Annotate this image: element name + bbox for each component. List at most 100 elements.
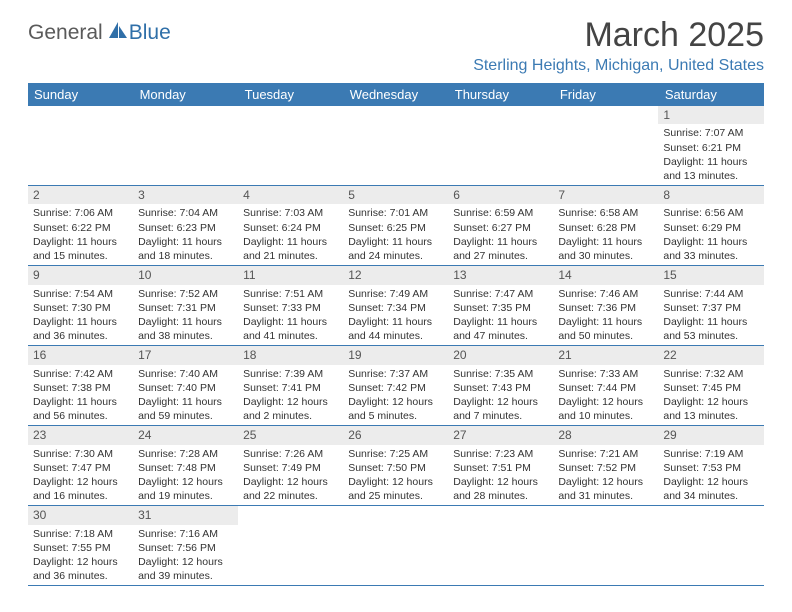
- detail-line: Daylight: 12 hours: [348, 395, 443, 409]
- detail-line: Sunrise: 7:47 AM: [453, 287, 548, 301]
- detail-line: Sunrise: 7:37 AM: [348, 367, 443, 381]
- detail-line: Daylight: 12 hours: [243, 395, 338, 409]
- calendar-cell: 25Sunrise: 7:26 AMSunset: 7:49 PMDayligh…: [238, 426, 343, 506]
- calendar-cell: 7Sunrise: 6:58 AMSunset: 6:28 PMDaylight…: [553, 186, 658, 266]
- detail-line: Daylight: 11 hours: [558, 315, 653, 329]
- detail-line: Sunset: 7:36 PM: [558, 301, 653, 315]
- detail-line: Sunrise: 7:06 AM: [33, 206, 128, 220]
- detail-line: and 50 minutes.: [558, 329, 653, 343]
- detail-line: and 28 minutes.: [453, 489, 548, 503]
- detail-line: and 5 minutes.: [348, 409, 443, 423]
- day-details: Sunrise: 7:47 AMSunset: 7:35 PMDaylight:…: [448, 285, 553, 346]
- detail-line: Sunrise: 6:56 AM: [663, 206, 758, 220]
- calendar-cell: 6Sunrise: 6:59 AMSunset: 6:27 PMDaylight…: [448, 186, 553, 266]
- calendar-cell: 22Sunrise: 7:32 AMSunset: 7:45 PMDayligh…: [658, 346, 763, 426]
- day-details: Sunrise: 7:51 AMSunset: 7:33 PMDaylight:…: [238, 285, 343, 346]
- day-details: Sunrise: 7:30 AMSunset: 7:47 PMDaylight:…: [28, 445, 133, 506]
- calendar-cell: 14Sunrise: 7:46 AMSunset: 7:36 PMDayligh…: [553, 266, 658, 346]
- detail-line: Sunset: 7:52 PM: [558, 461, 653, 475]
- day-details: Sunrise: 7:07 AMSunset: 6:21 PMDaylight:…: [658, 124, 763, 185]
- day-number: 3: [133, 186, 238, 204]
- calendar-cell: 2Sunrise: 7:06 AMSunset: 6:22 PMDaylight…: [28, 186, 133, 266]
- day-details: Sunrise: 6:56 AMSunset: 6:29 PMDaylight:…: [658, 204, 763, 265]
- calendar-cell: [133, 106, 238, 186]
- detail-line: Sunset: 7:33 PM: [243, 301, 338, 315]
- detail-line: and 34 minutes.: [663, 489, 758, 503]
- detail-line: Sunrise: 7:51 AM: [243, 287, 338, 301]
- location-text: Sterling Heights, Michigan, United State…: [473, 57, 764, 75]
- detail-line: Daylight: 12 hours: [453, 475, 548, 489]
- detail-line: Sunset: 6:22 PM: [33, 221, 128, 235]
- day-number: 22: [658, 346, 763, 364]
- detail-line: Sunset: 7:49 PM: [243, 461, 338, 475]
- detail-line: Sunset: 7:45 PM: [663, 381, 758, 395]
- detail-line: Daylight: 12 hours: [33, 475, 128, 489]
- detail-line: Sunset: 7:55 PM: [33, 541, 128, 555]
- detail-line: Sunset: 6:29 PM: [663, 221, 758, 235]
- detail-line: and 56 minutes.: [33, 409, 128, 423]
- day-number: 8: [658, 186, 763, 204]
- detail-line: Daylight: 11 hours: [33, 395, 128, 409]
- detail-line: Sunrise: 7:16 AM: [138, 527, 233, 541]
- calendar-cell: 30Sunrise: 7:18 AMSunset: 7:55 PMDayligh…: [28, 506, 133, 586]
- calendar-week-row: 1Sunrise: 7:07 AMSunset: 6:21 PMDaylight…: [28, 106, 764, 186]
- day-number: 15: [658, 266, 763, 284]
- day-details: Sunrise: 7:40 AMSunset: 7:40 PMDaylight:…: [133, 365, 238, 426]
- calendar-cell: 24Sunrise: 7:28 AMSunset: 7:48 PMDayligh…: [133, 426, 238, 506]
- detail-line: Sunrise: 7:21 AM: [558, 447, 653, 461]
- day-details: Sunrise: 7:25 AMSunset: 7:50 PMDaylight:…: [343, 445, 448, 506]
- day-number: 28: [553, 426, 658, 444]
- detail-line: and 13 minutes.: [663, 409, 758, 423]
- detail-line: Sunrise: 7:49 AM: [348, 287, 443, 301]
- detail-line: and 25 minutes.: [348, 489, 443, 503]
- day-details: Sunrise: 7:35 AMSunset: 7:43 PMDaylight:…: [448, 365, 553, 426]
- detail-line: Sunset: 7:51 PM: [453, 461, 548, 475]
- detail-line: Sunrise: 7:23 AM: [453, 447, 548, 461]
- day-number: 24: [133, 426, 238, 444]
- calendar-cell: [448, 506, 553, 586]
- detail-line: and 18 minutes.: [138, 249, 233, 263]
- day-number: 20: [448, 346, 553, 364]
- detail-line: Sunrise: 7:01 AM: [348, 206, 443, 220]
- detail-line: Daylight: 11 hours: [138, 395, 233, 409]
- detail-line: Sunrise: 7:28 AM: [138, 447, 233, 461]
- detail-line: Daylight: 11 hours: [138, 315, 233, 329]
- calendar-cell: [553, 506, 658, 586]
- day-number: 16: [28, 346, 133, 364]
- month-title: March 2025: [473, 16, 764, 55]
- detail-line: Sunset: 7:37 PM: [663, 301, 758, 315]
- logo: General Blue: [28, 20, 171, 45]
- detail-line: Sunset: 6:25 PM: [348, 221, 443, 235]
- detail-line: and 44 minutes.: [348, 329, 443, 343]
- calendar-week-row: 2Sunrise: 7:06 AMSunset: 6:22 PMDaylight…: [28, 186, 764, 266]
- calendar-cell: 31Sunrise: 7:16 AMSunset: 7:56 PMDayligh…: [133, 506, 238, 586]
- detail-line: Daylight: 11 hours: [138, 235, 233, 249]
- title-block: March 2025 Sterling Heights, Michigan, U…: [473, 16, 764, 75]
- detail-line: Daylight: 11 hours: [348, 315, 443, 329]
- detail-line: Sunset: 7:31 PM: [138, 301, 233, 315]
- day-number: 23: [28, 426, 133, 444]
- calendar-cell: 1Sunrise: 7:07 AMSunset: 6:21 PMDaylight…: [658, 106, 763, 186]
- detail-line: and 2 minutes.: [243, 409, 338, 423]
- detail-line: and 16 minutes.: [33, 489, 128, 503]
- calendar-cell: [238, 106, 343, 186]
- day-details: Sunrise: 7:54 AMSunset: 7:30 PMDaylight:…: [28, 285, 133, 346]
- day-number: 19: [343, 346, 448, 364]
- detail-line: Daylight: 11 hours: [348, 235, 443, 249]
- day-number: 9: [28, 266, 133, 284]
- day-number: 31: [133, 506, 238, 524]
- day-details: Sunrise: 6:59 AMSunset: 6:27 PMDaylight:…: [448, 204, 553, 265]
- detail-line: Sunset: 7:43 PM: [453, 381, 548, 395]
- detail-line: Daylight: 11 hours: [243, 315, 338, 329]
- detail-line: Sunset: 6:28 PM: [558, 221, 653, 235]
- detail-line: Sunset: 7:44 PM: [558, 381, 653, 395]
- detail-line: Daylight: 12 hours: [558, 395, 653, 409]
- calendar-cell: 8Sunrise: 6:56 AMSunset: 6:29 PMDaylight…: [658, 186, 763, 266]
- day-number: 11: [238, 266, 343, 284]
- calendar-week-row: 16Sunrise: 7:42 AMSunset: 7:38 PMDayligh…: [28, 346, 764, 426]
- calendar-week-row: 30Sunrise: 7:18 AMSunset: 7:55 PMDayligh…: [28, 506, 764, 586]
- day-details: Sunrise: 7:33 AMSunset: 7:44 PMDaylight:…: [553, 365, 658, 426]
- col-sunday: Sunday: [28, 83, 133, 106]
- detail-line: and 41 minutes.: [243, 329, 338, 343]
- detail-line: and 33 minutes.: [663, 249, 758, 263]
